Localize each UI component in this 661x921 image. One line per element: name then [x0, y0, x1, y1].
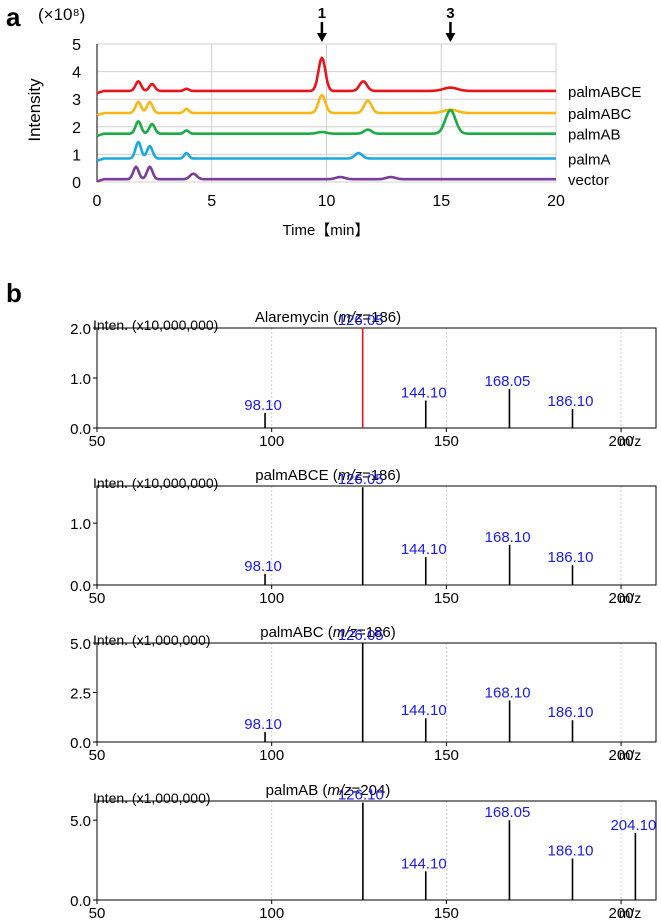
peak-label: 126.05 — [338, 471, 384, 488]
y-tick-label: 0.0 — [70, 578, 91, 595]
x-tick-label: 200 — [609, 905, 634, 921]
spectrum-palmABC: palmABC (m/z=186) Inten. (x1,000,000) 0.0 2… — [70, 624, 657, 764]
y-tick-label: 1 — [72, 147, 81, 164]
y-tick-label: 0.0 — [70, 735, 91, 752]
x-unit-label: m/z — [619, 747, 642, 763]
spectrum-title: palmAB (m/z=204) — [266, 782, 391, 799]
spectrum-palmAB: palmAB (m/z=204) Inten. (x1,000,000) 0.0 5.… — [70, 782, 657, 921]
y-tick-label: 2 — [72, 120, 81, 137]
peak-label: 144.10 — [401, 855, 447, 872]
x-tick-label: 100 — [259, 590, 284, 607]
y-tick-label: 5 — [72, 37, 81, 54]
trace-palmABC — [96, 93, 557, 117]
x-tick-label: 150 — [434, 433, 459, 450]
peak-label: 98.10 — [244, 397, 282, 414]
trace-palmAB — [96, 108, 557, 138]
spectrum-palmABCE: palmABCE (m/z=186) Inten. (x10,000,000) 0.… — [70, 467, 657, 607]
y-tick-label: 2.0 — [70, 321, 91, 338]
peak-label: 126.10 — [338, 787, 384, 804]
intensity-scale-label: Inten. (x10,000,000) — [93, 475, 218, 491]
x-unit-label: m/z — [619, 905, 642, 921]
x-tick-label: 100 — [259, 905, 284, 921]
x-tick-label: 200 — [609, 590, 634, 607]
peak-label: 186.10 — [548, 549, 594, 566]
x-tick-label: 200 — [609, 433, 634, 450]
y-tick-label: 5.0 — [70, 636, 91, 653]
peak-marker-label: 1 — [318, 5, 326, 22]
legend-vector: vector — [568, 172, 609, 189]
y-tick-label: 1.0 — [70, 516, 91, 533]
trace-palmABCE — [96, 56, 557, 95]
plot-frame — [96, 485, 657, 586]
panel-a-multiplier: (×10⁸) — [38, 5, 85, 24]
spectrum-title: Alaremycin (m/z=186) — [255, 309, 401, 326]
peak-marker-label: 3 — [446, 5, 454, 22]
panel-b-spectra: Alaremycin (m/z=186) Inten. (x10,000,000)… — [70, 309, 657, 921]
intensity-scale-label: Inten. (x1,000,000) — [93, 632, 211, 648]
peak-label: 204.10 — [610, 817, 656, 834]
y-tick-label: 0 — [72, 175, 81, 192]
peak-label: 168.10 — [485, 684, 531, 701]
x-tick-label: 10 — [318, 193, 336, 210]
peak-label: 144.10 — [401, 702, 447, 719]
y-tick-label: 3 — [72, 92, 81, 109]
legend-palmA: palmA — [568, 152, 611, 169]
x-tick-label: 15 — [432, 193, 450, 210]
y-tick-label: 4 — [72, 65, 81, 82]
x-tick-label: 150 — [434, 905, 459, 921]
y-tick-label: 1.0 — [70, 371, 91, 388]
x-tick-label: 150 — [434, 747, 459, 764]
peak-label: 144.10 — [401, 385, 447, 402]
x-tick-label: 50 — [89, 433, 106, 450]
x-unit-label: m/z — [619, 433, 642, 449]
x-tick-label: 150 — [434, 590, 459, 607]
x-tick-label: 20 — [547, 193, 565, 210]
peak-label: 98.10 — [244, 716, 282, 733]
x-tick-label: 50 — [89, 747, 106, 764]
spectrum-Alaremycin: Alaremycin (m/z=186) Inten. (x10,000,000)… — [70, 309, 657, 450]
peak-marker-arrowhead — [316, 33, 327, 42]
peak-label: 186.10 — [548, 704, 594, 721]
panel-b: b Alaremycin (m/z=186) Inten. (x10,000,00… — [6, 278, 657, 921]
peak-label: 98.10 — [244, 558, 282, 575]
intensity-scale-label: Inten. (x1,000,000) — [93, 790, 211, 806]
plot-frame — [96, 800, 657, 901]
peak-label: 168.10 — [485, 529, 531, 546]
panel-a-label: a — [6, 2, 21, 32]
y-tick-label: 0.0 — [70, 421, 91, 438]
intensity-scale-label: Inten. (x10,000,000) — [93, 317, 218, 333]
peak-label: 186.10 — [548, 842, 594, 859]
panel-a-ylabel: Intensity — [25, 78, 44, 142]
x-tick-label: 5 — [207, 193, 216, 210]
trace-palmA — [96, 140, 557, 162]
x-tick-label: 50 — [89, 905, 106, 921]
x-tick-label: 100 — [259, 747, 284, 764]
x-tick-label: 50 — [89, 590, 106, 607]
spectrum-title: palmABC (m/z=186) — [260, 624, 396, 641]
peak-label: 168.05 — [484, 804, 530, 821]
legend-palmAB: palmAB — [568, 127, 621, 144]
panel-a-plot: 0 1 2 3 4 5 0 5 10 15 20 palmABCE palmABC palmAB palmA… — [72, 5, 641, 210]
y-tick-label: 2.5 — [70, 686, 91, 703]
y-tick-label: 0.0 — [70, 893, 91, 910]
peak-label: 144.10 — [401, 541, 447, 558]
peak-label: 186.10 — [548, 393, 594, 410]
x-tick-label: 200 — [609, 747, 634, 764]
panel-a-xlabel: Time【min】 — [283, 222, 370, 239]
panel-b-label: b — [6, 278, 22, 308]
legend-palmABC: palmABC — [568, 106, 632, 123]
x-unit-label: m/z — [619, 590, 642, 606]
peak-label: 168.05 — [484, 373, 530, 390]
x-tick-label: 100 — [259, 433, 284, 450]
spectrum-title: palmABCE (m/z=186) — [255, 467, 401, 484]
panel-a: a (×10⁸) Intensity Time【min】 0 1 2 3 4 5 0 5 10 1… — [6, 2, 641, 239]
y-tick-label: 5.0 — [70, 813, 91, 830]
peak-label: 126.05 — [338, 627, 384, 644]
peak-marker-arrowhead — [445, 33, 456, 42]
peak-label: 126.05 — [338, 312, 384, 329]
x-tick-label: 0 — [93, 193, 102, 210]
trace-vector — [96, 165, 557, 183]
legend-palmABCE: palmABCE — [568, 84, 641, 101]
